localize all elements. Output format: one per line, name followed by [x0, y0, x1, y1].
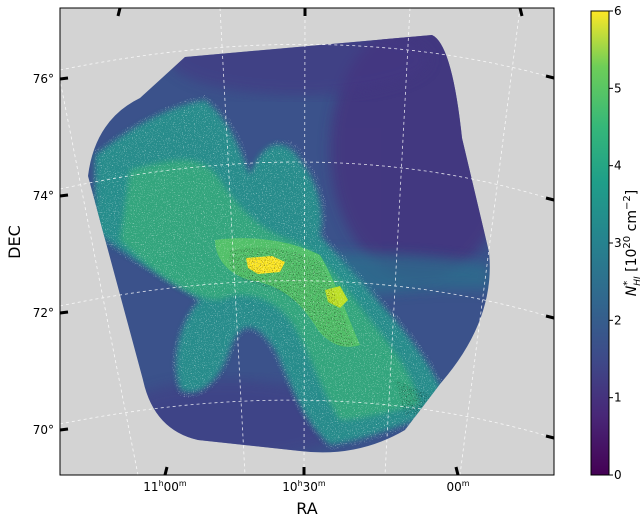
- x-tick-labels: 11h00m 10h30m 00m: [143, 479, 469, 494]
- colorbar: [590, 10, 610, 476]
- column-density-map: [88, 35, 490, 453]
- colorbar-tick-label: 5: [614, 81, 622, 95]
- y-tick-labels: 76° 74° 72° 70°: [33, 72, 54, 437]
- y-axis-title: DEC: [5, 225, 24, 259]
- y-tick-label: 70°: [33, 423, 54, 437]
- x-tick-label: 10h30m: [282, 479, 326, 494]
- colorbar-tick-label: 2: [614, 313, 622, 327]
- y-tick-label: 74°: [33, 189, 54, 203]
- colorbar-tick-label: 3: [614, 236, 622, 250]
- x-axis-title: RA: [296, 499, 317, 518]
- plot-frame: [59, 7, 555, 476]
- x-tick-label: 11h00m: [143, 479, 187, 494]
- colorbar-tick-label: 1: [614, 391, 622, 405]
- colorbar-tick-label: 0: [614, 468, 622, 482]
- x-tick-label: 00m: [446, 479, 469, 494]
- colorbar-tick-labels: 0 1 2 3 4 5 6: [614, 4, 622, 482]
- colorbar-ticks: [609, 10, 613, 476]
- colorbar-tick-label: 6: [614, 4, 622, 18]
- coordinate-grid: [60, 8, 554, 475]
- y-tick-label: 76°: [33, 72, 54, 86]
- y-tick-label: 72°: [33, 306, 54, 320]
- frame-ticks: [59, 7, 555, 476]
- colorbar-label: N*HI [1020 cm−2]: [622, 190, 643, 296]
- colorbar-tick-label: 4: [614, 159, 622, 173]
